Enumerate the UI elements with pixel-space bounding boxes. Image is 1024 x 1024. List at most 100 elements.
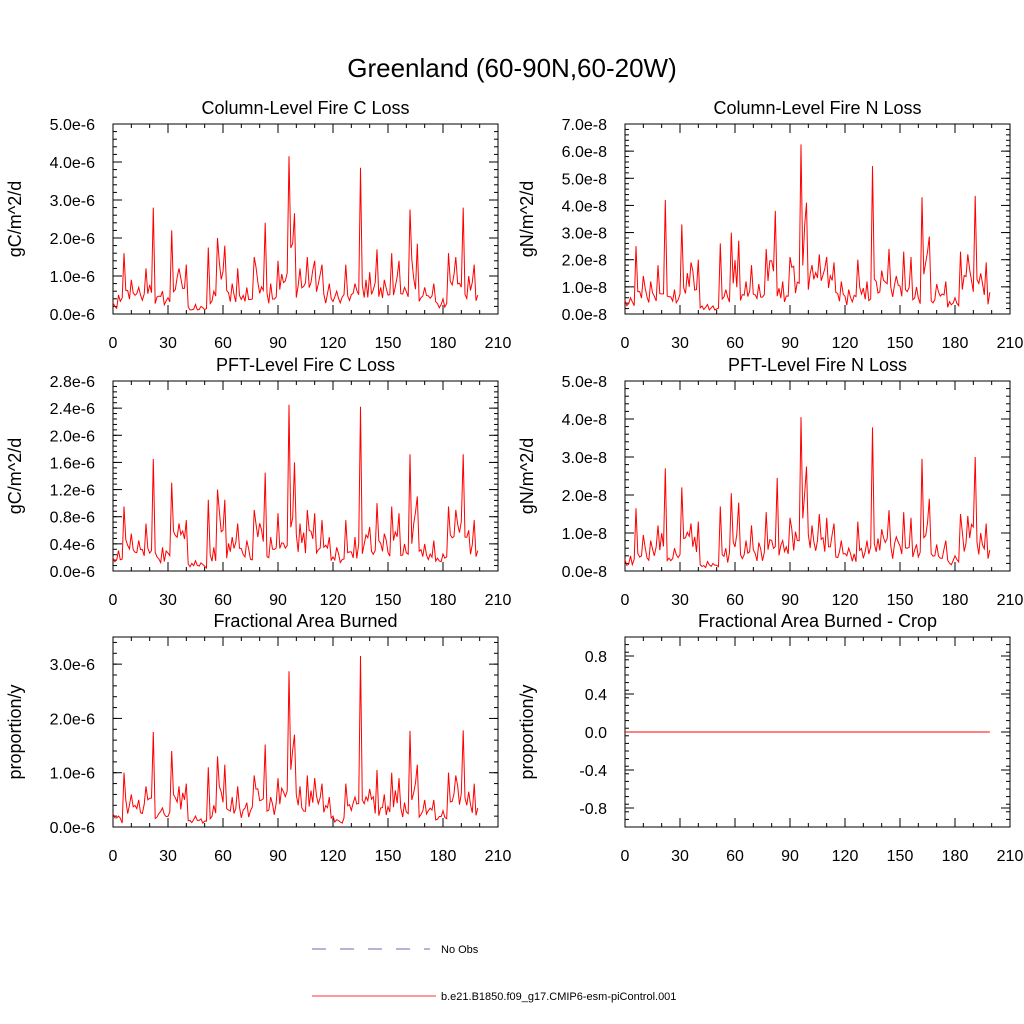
panel-pft-level-fire-n-loss-ytick-label: 4.0e-8 [562, 412, 607, 429]
panel-fractional-area-burned-crop: Fractional Area Burned - Crop proportion/… [517, 611, 1023, 865]
panel-column-level-fire-c-loss-title: Column-Level Fire C Loss [201, 98, 409, 118]
panel-column-level-fire-c-loss-xtick-label: 120 [320, 335, 347, 352]
panel-column-level-fire-c-loss-xtick-label: 150 [375, 335, 402, 352]
panel-column-level-fire-c-loss-ylabel: gC/m^2/d [5, 181, 25, 257]
panel-pft-level-fire-c-loss-ytick-label: 2.4e-6 [50, 401, 95, 418]
panel-pft-level-fire-n-loss-ytick-label: 5.0e-8 [562, 374, 607, 391]
panel-pft-level-fire-n-loss-ylabel: gN/m^2/d [517, 438, 537, 514]
panel-fractional-area-burned-frame [112, 636, 499, 828]
panel-pft-level-fire-c-loss-xtick-label: 210 [485, 592, 512, 609]
panel-fractional-area-burned-series-line [112, 655, 479, 825]
panel-column-level-fire-c-loss: Column-Level Fire C Loss gC/m^2/d 0 30 60 90 1… [5, 98, 511, 352]
panel-fractional-area-burned-title: Fractional Area Burned [213, 611, 397, 631]
panel-pft-level-fire-n-loss-xtick-label: 210 [997, 592, 1024, 609]
panel-pft-level-fire-n-loss-ytick-label: 0.0e-8 [562, 564, 607, 581]
panel-pft-level-fire-c-loss-ytick-label: 0.8e-6 [50, 510, 95, 527]
panel-fractional-area-burned-ytick-label: 1.0e-6 [50, 766, 95, 783]
panel-fractional-area-burned-crop-ytick-label: 0.0 [585, 725, 607, 742]
panel-pft-level-fire-c-loss-ytick-label: 1.2e-6 [50, 483, 95, 500]
legend: No Obs b.e21.B1850.f09_g17.CMIP6-esm-piC… [312, 944, 676, 1003]
panel-fractional-area-burned-crop-ytick-label: 0.8 [585, 649, 607, 666]
panel-column-level-fire-c-loss-ytick-label: 1.0e-6 [50, 269, 95, 286]
panel-pft-level-fire-c-loss-ytick-label: 0.4e-6 [50, 537, 95, 554]
panel-pft-level-fire-n-loss-ytick-label: 3.0e-8 [562, 450, 607, 467]
panel-pft-level-fire-n-loss-xtick-label: 60 [726, 592, 744, 609]
panel-column-level-fire-n-loss-xtick-label: 210 [997, 335, 1024, 352]
panel-fractional-area-burned-xtick-label: 180 [430, 848, 457, 865]
panel-fractional-area-burned-crop-title: Fractional Area Burned - Crop [698, 611, 937, 631]
panel-column-level-fire-n-loss-ytick-label: 5.0e-8 [562, 171, 607, 188]
panel-pft-level-fire-c-loss-ylabel: gC/m^2/d [5, 438, 25, 514]
panel-fractional-area-burned-crop-ytick-label: -0.4 [579, 763, 607, 780]
panel-column-level-fire-c-loss-xtick-label: 180 [430, 335, 457, 352]
panel-fractional-area-burned-crop-ylabel: proportion/y [517, 684, 537, 779]
panel-column-level-fire-n-loss-xtick-label: 120 [832, 335, 859, 352]
panel-column-level-fire-c-loss-ytick-label: 5.0e-6 [50, 117, 95, 134]
panel-fractional-area-burned-crop-xtick-label: 120 [832, 848, 859, 865]
panel-pft-level-fire-n-loss-xtick-label: 90 [781, 592, 799, 609]
panel-fractional-area-burned: Fractional Area Burned proportion/y 0 30 60 9… [5, 611, 511, 865]
panel-fractional-area-burned-crop-xtick-label: 0 [621, 848, 630, 865]
panel-pft-level-fire-n-loss-title: PFT-Level Fire N Loss [728, 355, 907, 375]
panel-column-level-fire-n-loss-ytick-label: 2.0e-8 [562, 253, 607, 270]
panel-column-level-fire-n-loss-ytick-label: 1.0e-8 [562, 280, 607, 297]
panel-pft-level-fire-n-loss-xtick-label: 150 [887, 592, 914, 609]
panel-column-level-fire-n-loss-xtick-label: 150 [887, 335, 914, 352]
panel-pft-level-fire-c-loss-series-line [112, 404, 479, 570]
panel-column-level-fire-n-loss-ytick-label: 4.0e-8 [562, 198, 607, 215]
panel-pft-level-fire-n-loss-series-line [624, 417, 991, 569]
panel-fractional-area-burned-ytick-label: 3.0e-6 [50, 657, 95, 674]
panel-fractional-area-burned-crop-xtick-label: 30 [671, 848, 689, 865]
panel-column-level-fire-n-loss-ytick-label: 6.0e-8 [562, 144, 607, 161]
panel-column-level-fire-n-loss-xtick-label: 60 [726, 335, 744, 352]
panel-column-level-fire-n-loss-series-line [624, 144, 991, 311]
panel-pft-level-fire-c-loss-title: PFT-Level Fire C Loss [216, 355, 395, 375]
legend-entry-model: b.e21.B1850.f09_g17.CMIP6-esm-piControl.… [312, 991, 676, 1003]
panel-fractional-area-burned-crop-xtick-label: 180 [942, 848, 969, 865]
panel-column-level-fire-c-loss-xtick-label: 30 [159, 335, 177, 352]
panel-pft-level-fire-n-loss-xtick-label: 0 [621, 592, 630, 609]
panel-pft-level-fire-n-loss-ytick-label: 2.0e-8 [562, 488, 607, 505]
panel-column-level-fire-n-loss-ytick-label: 3.0e-8 [562, 226, 607, 243]
panel-column-level-fire-c-loss-xtick-label: 0 [109, 335, 118, 352]
panel-column-level-fire-c-loss-series-line [112, 156, 479, 311]
panel-pft-level-fire-n-loss-frame [624, 380, 1011, 572]
panel-fractional-area-burned-xtick-label: 30 [159, 848, 177, 865]
panel-column-level-fire-c-loss-ytick-label: 4.0e-6 [50, 155, 95, 172]
panel-pft-level-fire-c-loss-ytick-label: 2.8e-6 [50, 374, 95, 391]
panel-fractional-area-burned-xtick-label: 150 [375, 848, 402, 865]
panels: Column-Level Fire C Loss gC/m^2/d 0 30 60 90 1… [5, 98, 1023, 865]
panel-fractional-area-burned-ytick-label: 0.0e-6 [50, 820, 95, 837]
panel-pft-level-fire-n-loss: PFT-Level Fire N Loss gN/m^2/d 0 30 60 90 120 1… [517, 355, 1023, 609]
figure-title: Greenland (60-90N,60-20W) [347, 53, 677, 83]
panel-pft-level-fire-c-loss-xtick-label: 120 [320, 592, 347, 609]
panel-column-level-fire-c-loss-frame [112, 123, 499, 315]
panel-fractional-area-burned-ylabel: proportion/y [5, 684, 25, 779]
panel-pft-level-fire-c-loss-ytick-label: 2.0e-6 [50, 428, 95, 445]
panel-fractional-area-burned-crop-xtick-label: 150 [887, 848, 914, 865]
panel-fractional-area-burned-ytick-label: 2.0e-6 [50, 711, 95, 728]
panel-fractional-area-burned-xtick-label: 120 [320, 848, 347, 865]
panel-pft-level-fire-c-loss-xtick-label: 90 [269, 592, 287, 609]
panel-column-level-fire-c-loss-xtick-label: 90 [269, 335, 287, 352]
panel-pft-level-fire-c-loss-ytick-label: 0.0e-6 [50, 564, 95, 581]
panel-pft-level-fire-n-loss-xtick-label: 120 [832, 592, 859, 609]
panel-pft-level-fire-c-loss-xtick-label: 30 [159, 592, 177, 609]
panel-column-level-fire-n-loss-ylabel: gN/m^2/d [517, 181, 537, 257]
panel-column-level-fire-n-loss-ytick-label: 7.0e-8 [562, 117, 607, 134]
panel-column-level-fire-n-loss-xtick-label: 0 [621, 335, 630, 352]
panel-fractional-area-burned-xtick-label: 90 [269, 848, 287, 865]
panel-pft-level-fire-c-loss-xtick-label: 60 [214, 592, 232, 609]
panel-fractional-area-burned-crop-xtick-label: 90 [781, 848, 799, 865]
panel-fractional-area-burned-xtick-label: 210 [485, 848, 512, 865]
panel-pft-level-fire-n-loss-ytick-label: 1.0e-8 [562, 526, 607, 543]
panel-column-level-fire-c-loss-xtick-label: 60 [214, 335, 232, 352]
panel-column-level-fire-n-loss-frame [624, 123, 1011, 315]
panel-column-level-fire-n-loss-xtick-label: 90 [781, 335, 799, 352]
panel-column-level-fire-n-loss-xtick-label: 30 [671, 335, 689, 352]
panel-column-level-fire-c-loss-ytick-label: 3.0e-6 [50, 193, 95, 210]
panel-column-level-fire-n-loss-title: Column-Level Fire N Loss [713, 98, 921, 118]
panel-column-level-fire-n-loss-xtick-label: 180 [942, 335, 969, 352]
panel-column-level-fire-c-loss-ytick-label: 2.0e-6 [50, 231, 95, 248]
